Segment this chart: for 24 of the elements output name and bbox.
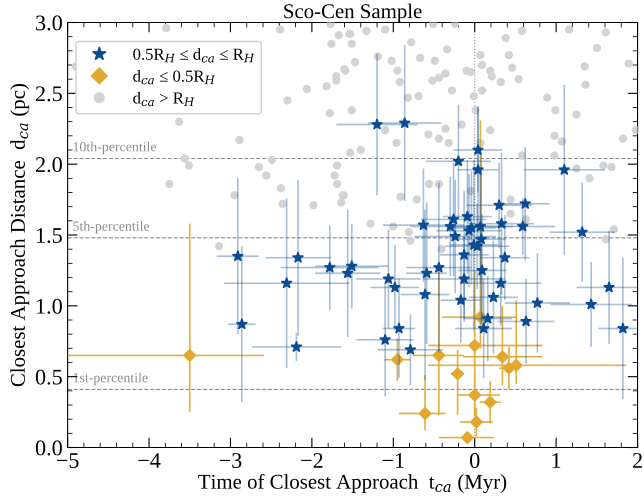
y-tick-label: 2.0 (36, 157, 62, 172)
y-tick-label: 3.0 (36, 15, 62, 31)
legend-label: 0.5R$_{H}$ ≤ d$_{ca}$ ≤ R$_{H}$ (133, 48, 254, 62)
ref-line-label: 1st-percentile (74, 372, 148, 386)
legend-label: d$_{ca}$ ≤ 0.5R$_{H}$ (133, 70, 215, 84)
x-axis-title: Time of Closest Approach t$_{ca}$ (Myr) (198, 474, 506, 494)
ref-line-label: 5th-percentile (73, 220, 150, 234)
y-tick-label: 0.0 (36, 440, 62, 456)
y-axis-title: Closest Approach Distance d$_{ca}$ (pc) (10, 84, 30, 386)
x-tick-label: −5 (56, 453, 79, 468)
y-tick-label: 0.5 (36, 370, 62, 385)
y-tick-label: 2.5 (36, 86, 62, 102)
ref-line-label: 10th-percentile (74, 142, 156, 154)
chart-title: Sco-Cen Sample (284, 4, 422, 22)
x-tick-label: −2 (301, 453, 322, 468)
legend-label: d$_{ca}$ > R$_{H}$ (133, 92, 194, 106)
x-tick-label: −3 (220, 453, 242, 468)
x-tick-label: 0 (470, 453, 480, 468)
x-tick-label: 2 (632, 453, 642, 468)
y-tick-label: 1.0 (36, 298, 62, 314)
x-tick-label: −1 (382, 453, 404, 468)
y-tick-label: 1.5 (36, 228, 62, 244)
x-tick-label: 1 (552, 453, 560, 468)
x-tick-label: −4 (138, 453, 161, 468)
